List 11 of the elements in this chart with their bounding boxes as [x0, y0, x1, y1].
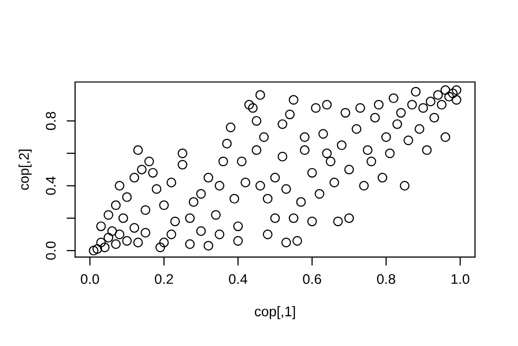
y-axis-title: cop[,2] [18, 150, 32, 190]
y-tick-label: 0.8 [46, 112, 56, 130]
x-tick-label: 0.8 [377, 274, 396, 284]
y-tick-label: 0.0 [46, 241, 56, 260]
x-axis-title: cop[,1] [254, 306, 295, 320]
x-tick-label: 1.0 [452, 274, 470, 284]
x-tick-label: 0.6 [302, 274, 322, 284]
x-tick-label: 0.2 [154, 274, 173, 284]
x-tick-label: 0.4 [228, 274, 248, 284]
y-tick-label: 0.4 [46, 176, 56, 195]
x-tick-label: 0.0 [80, 274, 100, 284]
